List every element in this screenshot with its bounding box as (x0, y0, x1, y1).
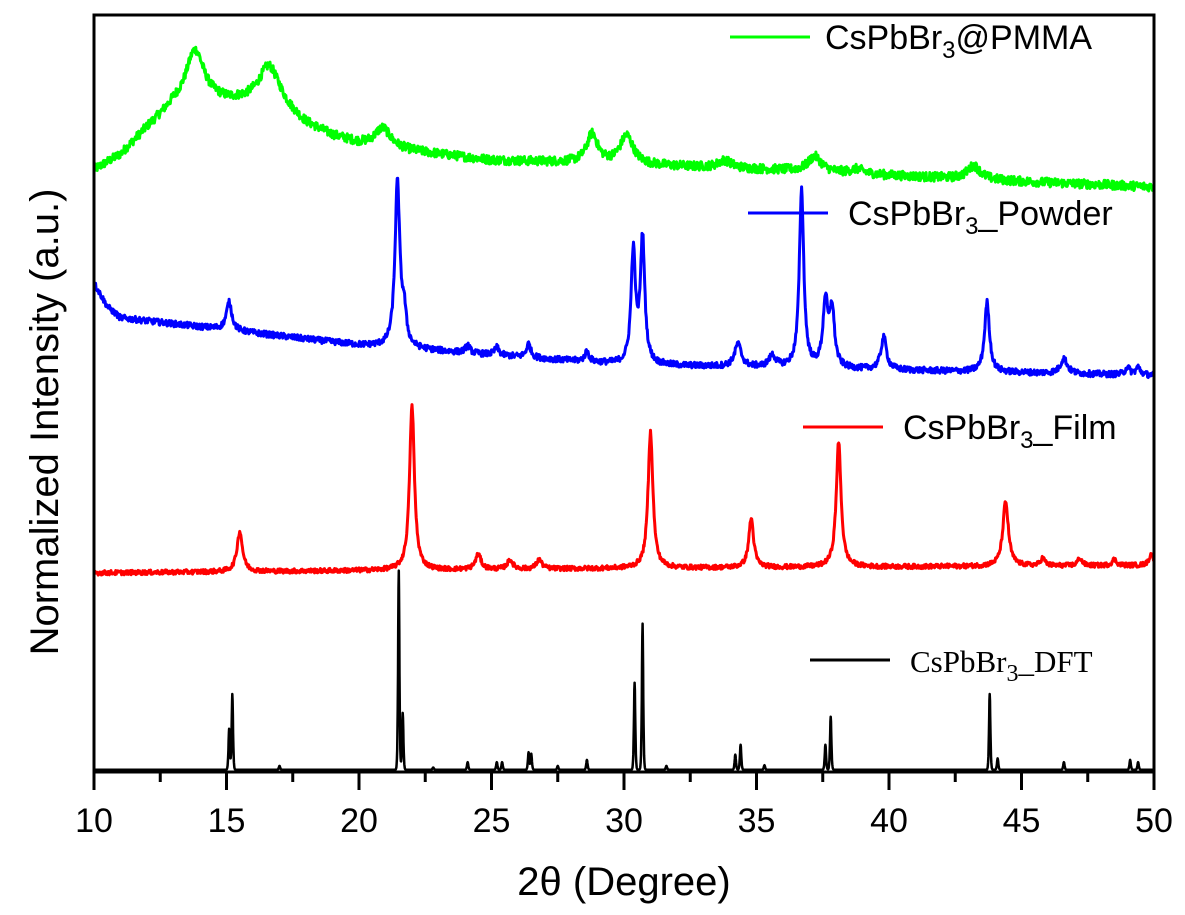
legend-item: CsPbBr3_DFT (810, 644, 1093, 687)
legend-label: CsPbBr3_Powder (848, 195, 1113, 240)
x-tick-label: 50 (1135, 802, 1173, 840)
x-axis-label: 2θ (Degree) (517, 860, 730, 904)
x-tick-label: 35 (738, 802, 776, 840)
legend-label: CsPbBr3_DFT (910, 644, 1093, 687)
legend-item: CsPbBr3_Film (803, 409, 1117, 454)
series-line-cspbbr3-powder (92, 176, 1156, 379)
legend: CsPbBr3@PMMA CsPbBr3_Powder CsPbBr3_Film Cs… (730, 19, 1117, 687)
series-line-cspbbr3-pmma (92, 45, 1156, 193)
x-tick-label: 45 (1003, 802, 1041, 840)
x-tick-label: 30 (605, 802, 643, 840)
x-tick-label: 15 (208, 802, 246, 840)
legend-label: CsPbBr3@PMMA (825, 19, 1092, 64)
x-axis: 10 15 20 25 30 35 40 45 50 (75, 772, 1173, 840)
series-line-cspbbr3-film (92, 403, 1156, 577)
series-layer (92, 45, 1156, 771)
series-line-cspbbr3-dft (93, 569, 1155, 771)
x-tick-label: 25 (473, 802, 511, 840)
x-tick-label: 40 (870, 802, 908, 840)
legend-label: CsPbBr3_Film (903, 409, 1117, 454)
y-axis-label: Normalized Intensity (a.u.) (23, 189, 67, 656)
legend-item: CsPbBr3@PMMA (730, 19, 1092, 64)
x-tick-label: 20 (340, 802, 378, 840)
legend-item: CsPbBr3_Powder (748, 195, 1113, 240)
x-tick-label: 10 (75, 802, 113, 840)
